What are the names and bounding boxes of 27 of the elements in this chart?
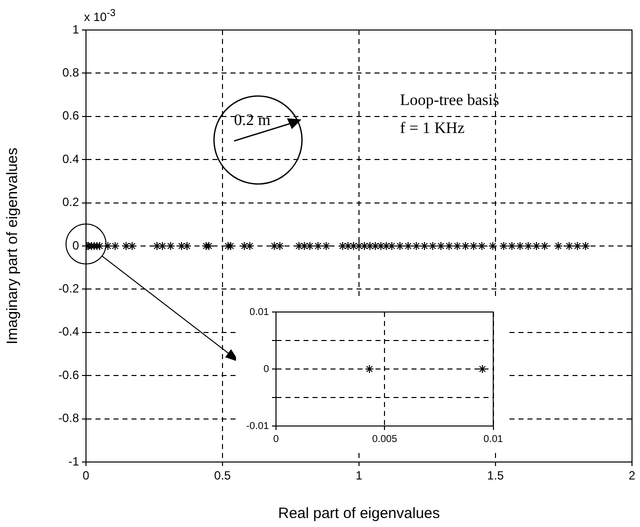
y-tick-label: 0.8 [62,66,80,80]
y-tick-label: 0 [72,238,80,252]
y-axis-title: Imaginary part of eigenvalues [4,148,22,344]
x-tick-label: 1.5 [487,468,504,483]
y-tick-label: 0 [263,364,270,375]
x-tick-label: 0 [273,434,280,445]
y-tick-label: -0.2 [58,282,80,296]
y-tick-label: 0.2 [62,195,80,210]
x-tick-label: 0.005 [372,434,398,445]
y-tick-label: 0.6 [62,108,80,123]
y-tick-label: 1 [72,22,80,36]
x-tick-label: 2 [628,468,636,483]
y-tick-label: -0.01 [246,420,270,432]
y-tick-label: 0.01 [250,306,270,318]
text: x 10$^{-3}$ [84,8,116,24]
x-axis-title: Real part of eigenvalues [278,505,440,522]
x-tick-label: 0.01 [484,434,504,445]
x-tick-label: 0.5 [214,468,232,483]
x-tick-label: 0 [82,468,90,483]
annotation: f = 1 KHz [400,120,465,138]
y-tick-label: 0.4 [62,152,80,166]
y-tick-label: -0.6 [58,368,80,382]
y-tick-label: -1 [68,454,80,468]
annotation: Loop-tree basis [400,92,500,110]
x-tick-label: 1 [356,468,363,483]
y-tick-label: -0.8 [58,411,80,426]
y-tick-label: -0.4 [58,324,80,339]
